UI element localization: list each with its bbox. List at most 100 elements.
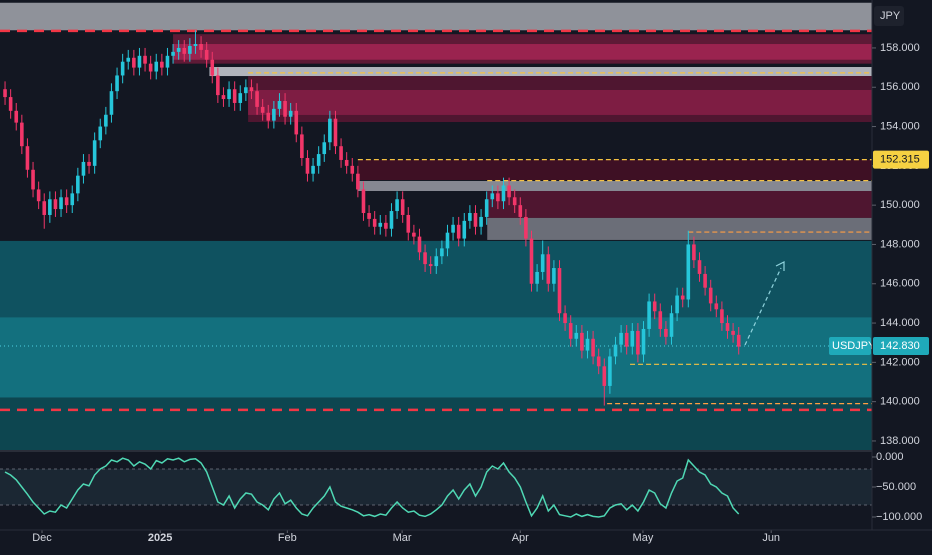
y-tick-label: 156.000 — [880, 81, 920, 93]
candle-body — [104, 114, 108, 127]
candle-body — [473, 213, 478, 227]
candle-body — [658, 311, 663, 329]
candle-body — [540, 254, 545, 272]
candle-body — [462, 220, 467, 239]
candle-body — [199, 44, 203, 50]
zone — [487, 191, 872, 218]
candle-body — [300, 134, 304, 158]
candle-body — [451, 224, 455, 233]
candle-body — [182, 47, 187, 54]
y-tick-label: 140.000 — [880, 396, 920, 408]
candle-body — [238, 93, 243, 103]
candle-body — [367, 213, 371, 219]
candle-body — [675, 295, 679, 314]
candle-body — [680, 295, 685, 300]
candle-body — [669, 313, 674, 337]
candle-body — [585, 338, 590, 351]
candle-body — [339, 146, 343, 160]
candle-body — [120, 61, 125, 76]
last-price-box — [873, 337, 929, 356]
candle-body — [490, 193, 495, 200]
level-label: 152.315 — [880, 154, 920, 166]
candle-body — [283, 101, 287, 117]
candle-body — [456, 224, 461, 239]
osc-tick-label: −100.000 — [876, 511, 922, 523]
candle-body — [731, 330, 735, 335]
candle-body — [445, 232, 450, 249]
candle-body — [232, 89, 237, 103]
zone — [487, 217, 872, 240]
zone — [357, 180, 873, 192]
symbol-box — [829, 337, 871, 356]
candle-body — [109, 91, 114, 115]
zone — [357, 159, 873, 180]
candle-body — [333, 118, 338, 147]
zone — [248, 90, 872, 115]
candle-body — [48, 199, 52, 215]
candle-body — [574, 332, 579, 339]
zones — [0, 2, 873, 450]
candle-body — [568, 323, 573, 339]
candle-body — [25, 146, 30, 170]
candle-body — [372, 218, 377, 227]
candle-body — [518, 205, 523, 217]
candle-body — [434, 256, 439, 267]
candle-body — [266, 112, 271, 121]
last-price-label: 142.830 — [880, 340, 920, 352]
candle-body — [70, 193, 75, 206]
candle-body — [8, 97, 13, 111]
candle-body — [148, 63, 153, 72]
candle-body — [428, 264, 433, 267]
candle-body — [501, 185, 506, 202]
candle-body — [647, 301, 651, 329]
candle-body — [305, 157, 310, 174]
candle-body — [736, 334, 741, 347]
candle-body — [132, 57, 136, 68]
candles — [3, 30, 741, 406]
candle-body — [725, 323, 730, 331]
candle-body — [227, 89, 231, 100]
level-label-box — [873, 150, 929, 169]
candle-body — [154, 61, 159, 72]
candle-body — [624, 332, 629, 347]
candle-body — [417, 236, 422, 253]
candle-body — [210, 59, 215, 76]
candle-body — [378, 222, 383, 227]
candle-body — [507, 185, 511, 198]
candle-body — [249, 87, 254, 92]
candle-body — [20, 122, 24, 147]
x-tick-label: 2025 — [148, 532, 172, 544]
candle-body — [652, 301, 657, 312]
candle-body — [193, 44, 198, 46]
candle-body — [563, 313, 567, 324]
y-tick-label: 150.000 — [880, 199, 920, 211]
y-tick-label: 148.000 — [880, 238, 920, 250]
candle-body — [580, 332, 584, 351]
candle-body — [641, 328, 646, 355]
candle-body — [384, 222, 388, 229]
candle-body — [440, 248, 444, 257]
candle-body — [512, 197, 517, 206]
candle-body — [294, 110, 299, 135]
candle-body — [350, 165, 355, 174]
zone — [0, 317, 872, 398]
candle-body — [160, 61, 164, 68]
candle-body — [137, 55, 142, 68]
candle-body — [708, 287, 713, 304]
candle-body — [316, 154, 321, 166]
candle-body — [260, 106, 265, 113]
x-tick-label: Feb — [278, 532, 297, 544]
candle-body — [244, 87, 248, 94]
candle-body — [686, 244, 691, 300]
candle-body — [126, 57, 131, 62]
x-tick-label: Apr — [512, 532, 529, 544]
arrow-head — [775, 261, 785, 271]
candle-body — [496, 193, 500, 202]
candle-body — [272, 108, 276, 121]
oscillator-line — [4, 457, 740, 518]
candle-body — [389, 211, 394, 229]
candle-body — [552, 268, 556, 284]
candle-body — [395, 199, 399, 212]
candle-body — [412, 232, 416, 237]
